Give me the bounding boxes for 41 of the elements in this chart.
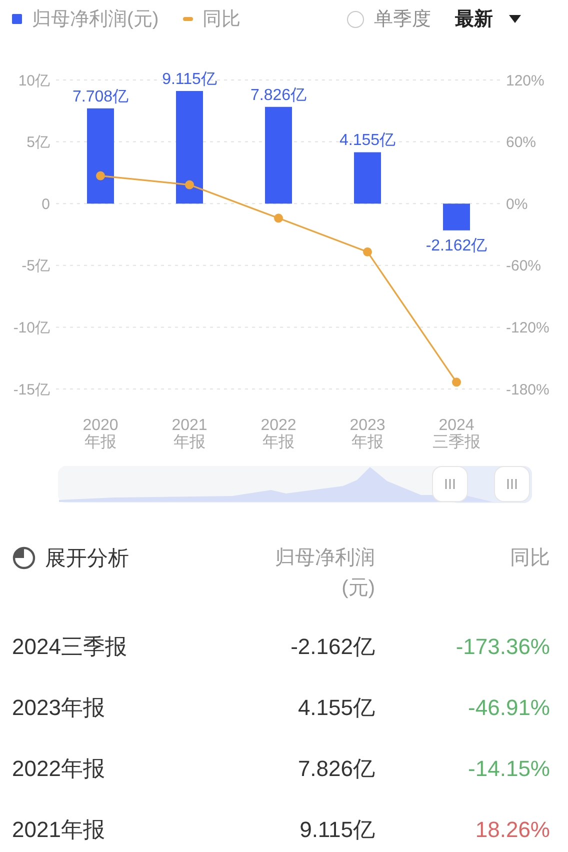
x-tick-label: 2024 三季报 (432, 417, 480, 451)
x-tick-label: 2020 年报 (82, 417, 118, 451)
y-tick-label: -5亿 (22, 258, 50, 275)
y-tick-label: -15亿 (13, 381, 50, 398)
x-tick-label: 2023 年报 (350, 417, 386, 451)
data-label: 7.708亿 (72, 88, 129, 106)
text: 同比 (510, 547, 550, 569)
text: 7.826亿 (298, 756, 375, 780)
y2-tick-label: -120% (506, 320, 550, 337)
text: -14.15% (468, 756, 550, 780)
data-label: 4.155亿 (339, 132, 396, 150)
text: 最新 (455, 9, 493, 30)
y-tick-label: -10亿 (13, 320, 50, 337)
text: 18.26% (475, 816, 550, 842)
data-label: 7.826亿 (250, 86, 307, 104)
y2-tick-label: -60% (506, 258, 542, 275)
category-label: 2024三季报 (12, 634, 127, 658)
text: 9.115亿 (300, 816, 375, 842)
text: -2.162亿 (290, 634, 375, 658)
text: -46.91% (468, 694, 550, 720)
category-label: 2023年报 (12, 694, 105, 720)
x-tick-label: 2021 年报 (172, 417, 208, 451)
text: 4.155亿 (298, 694, 375, 720)
text: 单季度 (374, 9, 431, 30)
legend-label: 同比 (202, 9, 241, 30)
y2-tick-label: -180% (506, 381, 550, 398)
category-label: 2022年报 (12, 756, 105, 780)
y-tick-label: 5亿 (26, 134, 50, 152)
x-tick-label: 2022 年报 (260, 417, 296, 451)
y2-tick-label: 120% (506, 72, 544, 90)
y-tick-label: 10亿 (18, 72, 50, 90)
text: 归母净利润(元) (275, 547, 375, 599)
y-tick-label: 0 (42, 196, 50, 213)
category-label: 2021年报 (12, 816, 105, 842)
legend-label: 归母净利润(元) (32, 9, 159, 30)
text: 展开分析 (45, 547, 129, 570)
y2-tick-label: 0% (506, 196, 528, 213)
data-label: -2.162亿 (426, 237, 488, 254)
data-label: 9.115亿 (162, 70, 217, 88)
y2-tick-label: 60% (506, 134, 536, 152)
text: -173.36% (456, 634, 550, 658)
